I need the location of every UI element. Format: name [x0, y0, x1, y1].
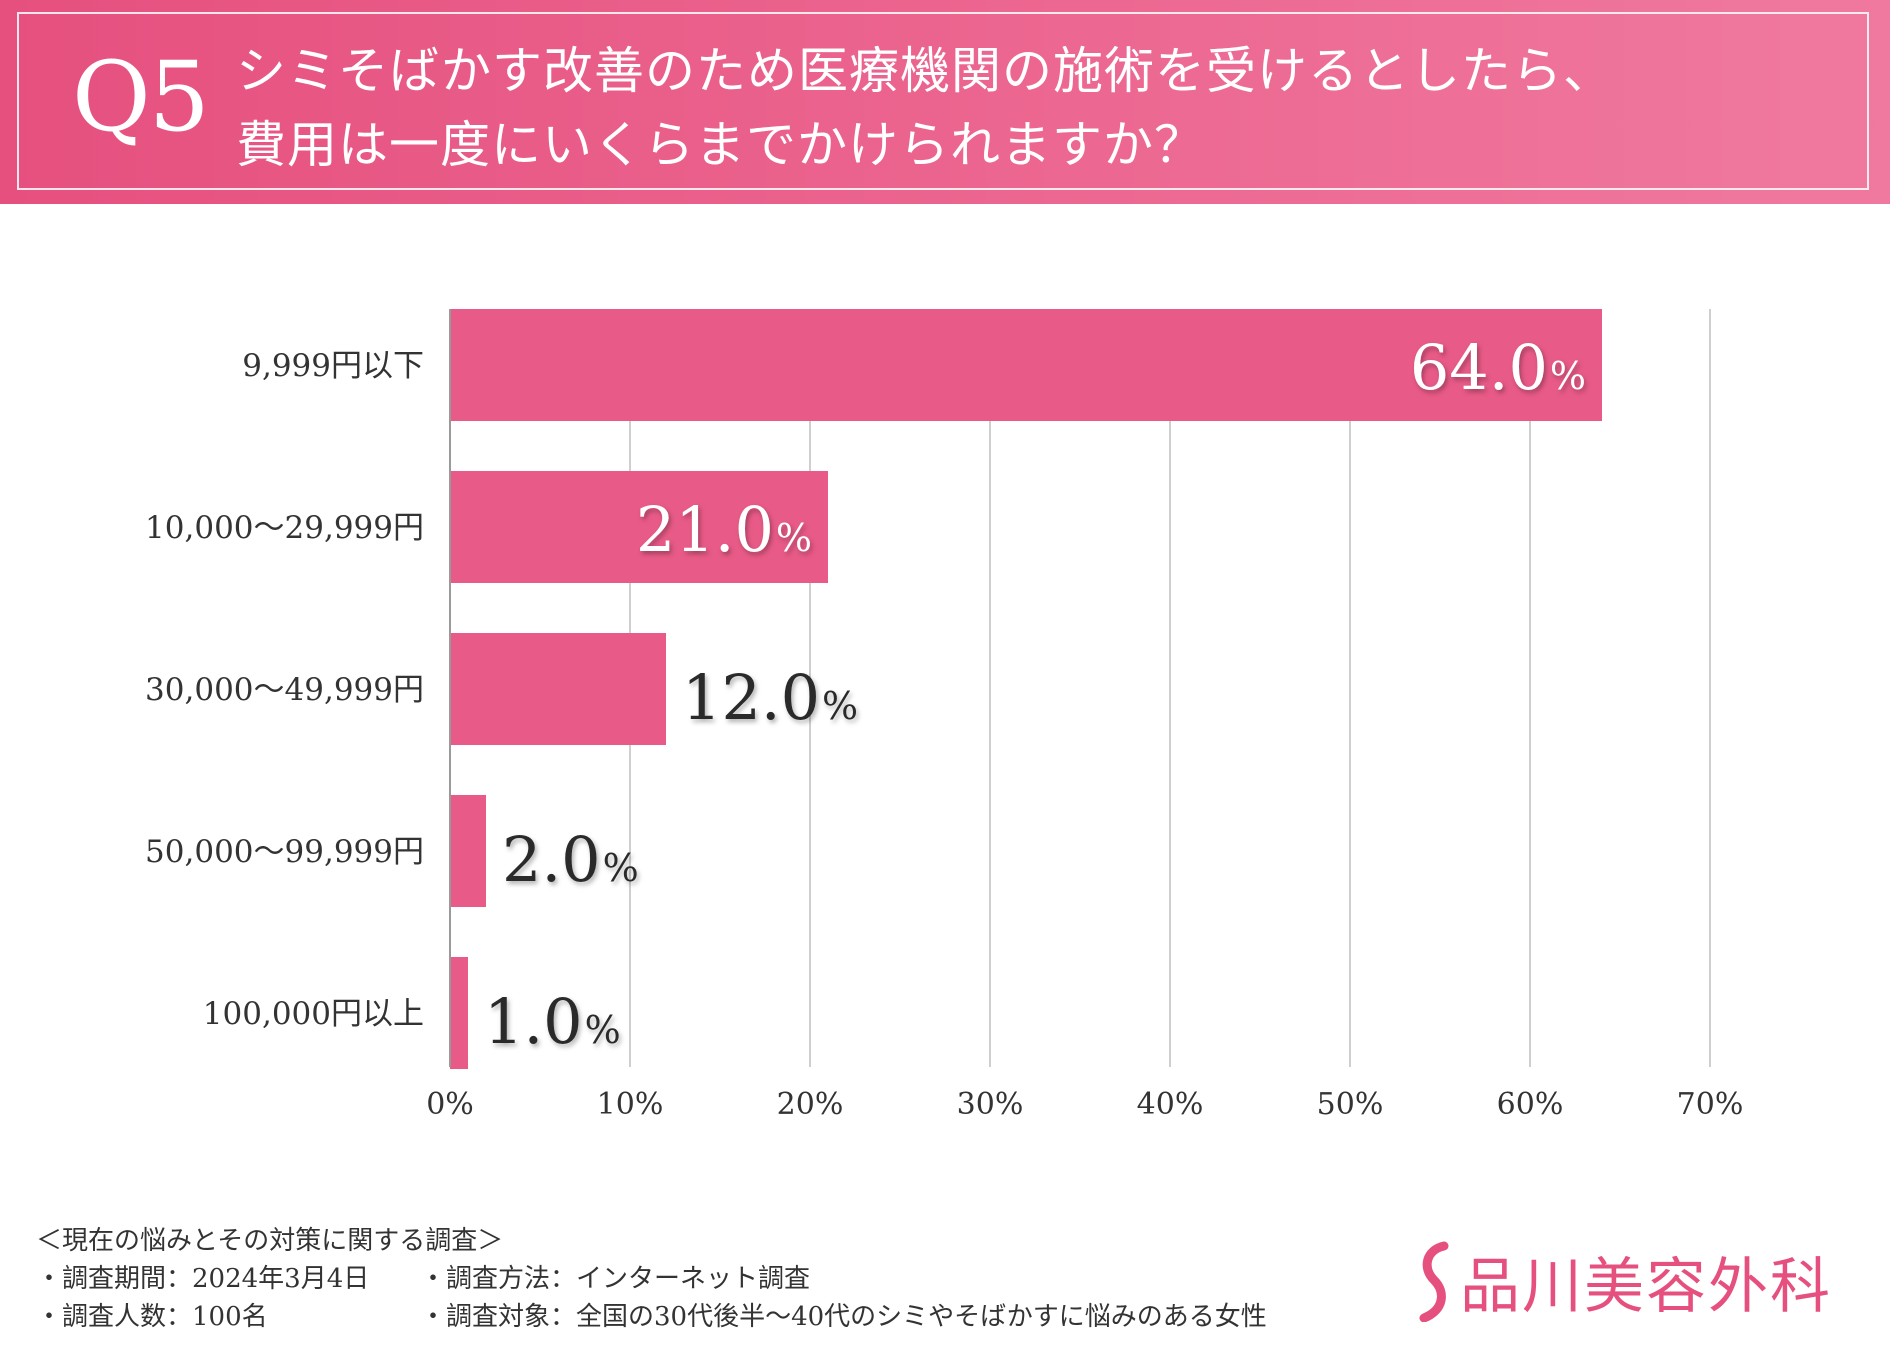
- survey-method: ・調査方法：インターネット調査: [420, 1264, 811, 1294]
- header-frame: [17, 12, 1869, 190]
- bar: [450, 633, 666, 745]
- survey-target: ・調査対象：全国の30代後半〜40代のシミやそばかすに悩みのある女性: [420, 1302, 1267, 1332]
- x-tick-label: 10%: [597, 1087, 664, 1122]
- question-header: Q5 シミそばかす改善のため医療機関の施術を受けるとしたら、 費用は一度にいくら…: [0, 0, 1890, 204]
- brand-logo: 品川美容外科: [1414, 1236, 1832, 1326]
- bar: [450, 471, 828, 583]
- x-tick-label: 70%: [1677, 1087, 1744, 1122]
- data-label: 21.0%: [636, 493, 812, 566]
- survey-respondents: ・調査人数：100名: [36, 1302, 268, 1332]
- category-label: 100,000円以上: [203, 996, 424, 1032]
- question-text-line-1: シミそばかす改善のため医療機関の施術を受けるとしたら、: [236, 42, 1614, 100]
- logo-text: 品川美容外科: [1460, 1251, 1832, 1322]
- bar: [450, 957, 468, 1069]
- x-tick-label: 30%: [957, 1087, 1024, 1122]
- data-label: 64.0%: [1410, 331, 1586, 404]
- x-tick-label: 40%: [1137, 1087, 1204, 1122]
- bar: [450, 795, 486, 907]
- logo-swirl-icon: [1419, 1241, 1449, 1322]
- x-tick-label: 0%: [426, 1087, 474, 1122]
- survey-title: ＜現在の悩みとその対策に関する調査＞: [36, 1226, 504, 1256]
- bar: [450, 309, 1602, 421]
- question-text-line-2: 費用は一度にいくらまでかけられますか？: [236, 116, 1205, 174]
- category-label: 10,000〜29,999円: [145, 510, 424, 546]
- survey-footer: ＜現在の悩みとその対策に関する調査＞ ・調査期間：2024年3月4日 ・調査方法…: [36, 1222, 1267, 1336]
- x-tick-label: 60%: [1497, 1087, 1564, 1122]
- data-label: 2.0%: [502, 823, 639, 896]
- data-label: 1.0%: [484, 985, 621, 1058]
- x-tick-label: 50%: [1317, 1087, 1384, 1122]
- category-label: 9,999円以下: [242, 348, 424, 384]
- category-label: 30,000〜49,999円: [145, 672, 424, 708]
- question-number: Q5: [72, 41, 210, 153]
- x-tick-label: 20%: [777, 1087, 844, 1122]
- data-label: 12.0%: [682, 661, 858, 734]
- bar-chart: 9,999円以下 10,000〜29,999円 30,000〜49,999円 50,0…: [145, 309, 1744, 1122]
- category-label: 50,000〜99,999円: [145, 834, 424, 870]
- survey-period: ・調査期間：2024年3月4日: [36, 1264, 370, 1294]
